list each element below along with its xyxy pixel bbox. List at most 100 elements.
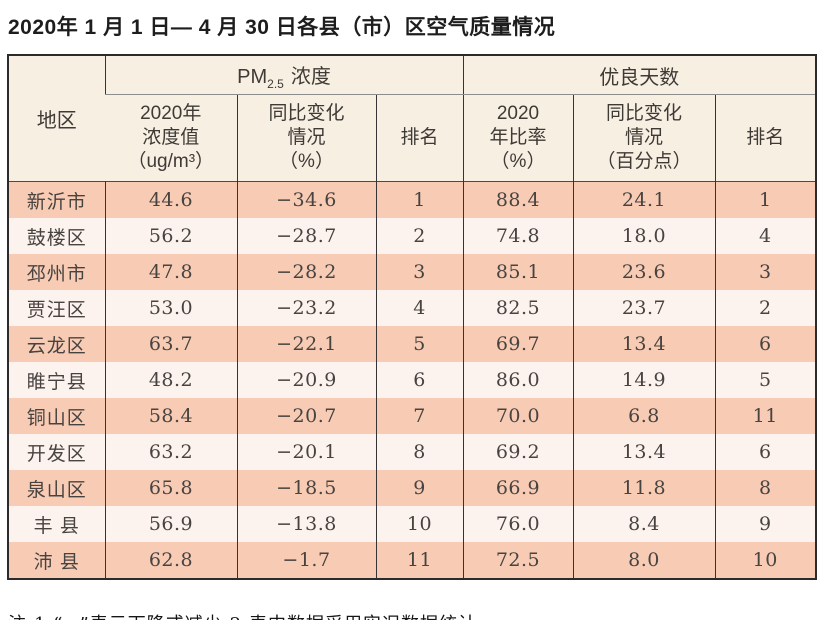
value-cell: 58.4 [104, 398, 237, 434]
table-row: 丰 县 56.9 −13.8 10 76.0 8.4 9 [8, 506, 817, 542]
table-body: 新沂市 44.6 −34.6 1 88.4 24.1 1 鼓楼区 56.2 −28.7 2 74.8 1… [8, 181, 817, 579]
table-row: 沛 县 62.8 −1.7 11 72.5 8.0 10 [8, 542, 817, 579]
value-cell: 4 [375, 290, 463, 326]
table-row: 铜山区 58.4 −20.7 7 70.0 6.8 11 [8, 398, 817, 434]
pm25-label-suffix: 浓度 [290, 65, 331, 88]
value-cell: 6.8 [572, 398, 715, 434]
value-cell: 74.8 [462, 218, 573, 254]
value-cell: 3 [375, 254, 463, 290]
value-cell: 24.1 [572, 181, 715, 218]
value-cell: 6 [714, 434, 817, 470]
table-row: 邳州市 47.8 −28.2 3 85.1 23.6 3 [8, 254, 817, 290]
table-row: 泉山区 65.8 −18.5 9 66.9 11.8 8 [8, 470, 817, 506]
value-cell: 66.9 [462, 470, 573, 506]
value-cell: −28.2 [236, 254, 376, 290]
table-row: 贾汪区 53.0 −23.2 4 82.5 23.7 2 [8, 290, 817, 326]
region-cell: 睢宁县 [26, 371, 87, 393]
col-header-pm25-rank: 排名 [375, 94, 463, 182]
pm25-label-prefix: PM [237, 65, 268, 88]
col-header-gooddays-ratio: 2020 年比率 （%） [462, 94, 573, 182]
header-group-row: 地区 PM2.5 浓度 优良天数 [8, 55, 817, 182]
value-cell: 2 [714, 290, 817, 326]
region-cell: 贾汪区 [26, 299, 87, 321]
region-cell: 开发区 [26, 443, 87, 465]
value-cell: 23.7 [572, 290, 715, 326]
value-cell: 8 [375, 434, 463, 470]
value-cell: 88.4 [462, 181, 573, 218]
value-cell: 48.2 [104, 362, 237, 398]
value-cell: 6 [375, 362, 463, 398]
value-cell: 56.2 [104, 218, 237, 254]
region-cell: 沛 县 [33, 551, 80, 573]
value-cell: 10 [714, 542, 817, 579]
value-cell: 11 [714, 398, 817, 434]
value-cell: 13.4 [572, 434, 715, 470]
region-cell: 铜山区 [26, 407, 87, 429]
table-row: 鼓楼区 56.2 −28.7 2 74.8 18.0 4 [8, 218, 817, 254]
air-quality-table: 地区 PM2.5 浓度 优良天数 2020年 浓度值 （ug/m³） 同比变化 情… [7, 54, 818, 580]
value-cell: 69.7 [462, 326, 573, 362]
pm25-label-subscript: 2.5 [267, 76, 284, 91]
value-cell: −20.1 [236, 434, 376, 470]
value-cell: −20.9 [236, 362, 376, 398]
value-cell: −23.2 [236, 290, 376, 326]
value-cell: 63.7 [104, 326, 237, 362]
value-cell: 7 [375, 398, 463, 434]
value-cell: −13.8 [236, 506, 376, 542]
value-cell: 2 [375, 218, 463, 254]
value-cell: 8 [714, 470, 817, 506]
region-cell: 新沂市 [26, 191, 87, 213]
value-cell: 6 [714, 326, 817, 362]
value-cell: 13.4 [572, 326, 715, 362]
value-cell: 18.0 [572, 218, 715, 254]
value-cell: 8.0 [572, 542, 715, 579]
value-cell: 47.8 [104, 254, 237, 290]
value-cell: 62.8 [104, 542, 237, 579]
value-cell: 4 [714, 218, 817, 254]
header-sub-row: 2020年 浓度值 （ug/m³） 同比变化 情况 （%） 排名 2020 年比… [8, 94, 817, 182]
value-cell: 76.0 [462, 506, 573, 542]
col-header-pm25-value: 2020年 浓度值 （ug/m³） [105, 94, 237, 182]
value-cell: 82.5 [462, 290, 573, 326]
value-cell: 1 [375, 181, 463, 218]
value-cell: −28.7 [236, 218, 376, 254]
value-cell: 3 [714, 254, 817, 290]
value-cell: 11.8 [572, 470, 715, 506]
value-cell: −1.7 [236, 542, 376, 579]
col-header-gooddays-rank: 排名 [714, 94, 817, 182]
page-title: 2020年 1 月 1 日— 4 月 30 日各县（市）区空气质量情况 [8, 16, 556, 39]
value-cell: 85.1 [462, 254, 573, 290]
value-cell: 56.9 [104, 506, 237, 542]
table-row: 开发区 63.2 −20.1 8 69.2 13.4 6 [8, 434, 817, 470]
value-cell: 10 [375, 506, 463, 542]
col-header-gooddays-yoy-change: 同比变化 情况 （百分点） [572, 94, 715, 182]
col-header-region: 地区 [8, 55, 105, 182]
value-cell: −20.7 [236, 398, 376, 434]
value-cell: 69.2 [462, 434, 573, 470]
value-cell: 11 [375, 542, 463, 579]
value-cell: −22.1 [236, 326, 376, 362]
col-group-pm25: PM2.5 浓度 [104, 55, 463, 95]
value-cell: 53.0 [104, 290, 237, 326]
value-cell: 86.0 [462, 362, 573, 398]
value-cell: 23.6 [572, 254, 715, 290]
value-cell: 44.6 [104, 181, 237, 218]
value-cell: 5 [375, 326, 463, 362]
value-cell: 70.0 [462, 398, 573, 434]
value-cell: 1 [714, 181, 817, 218]
region-cell: 泉山区 [26, 479, 87, 501]
value-cell: 9 [714, 506, 817, 542]
value-cell: −18.5 [236, 470, 376, 506]
value-cell: 14.9 [572, 362, 715, 398]
col-group-good-days: 优良天数 [462, 55, 817, 95]
footnote: 注:1.“−”表示下降或减少;2.表中数据采用实况数据统计。 [7, 610, 818, 620]
table-row: 云龙区 63.7 −22.1 5 69.7 13.4 6 [8, 326, 817, 362]
value-cell: −34.6 [236, 181, 376, 218]
value-cell: 5 [714, 362, 817, 398]
region-cell: 鼓楼区 [26, 227, 87, 249]
region-cell: 丰 县 [33, 515, 80, 537]
value-cell: 72.5 [462, 542, 573, 579]
col-header-pm25-yoy-change: 同比变化 情况 （%） [236, 94, 376, 182]
value-cell: 65.8 [104, 470, 237, 506]
